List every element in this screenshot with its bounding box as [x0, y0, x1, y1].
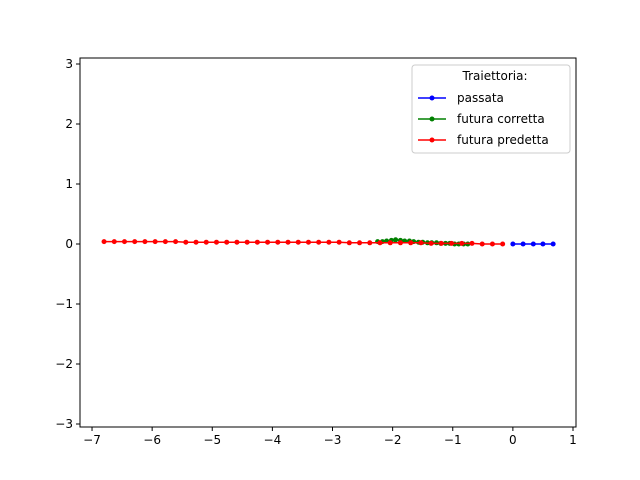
data-point — [459, 240, 465, 246]
legend-swatch-marker-0 — [429, 95, 435, 101]
y-tick-label-1: −2 — [55, 357, 73, 371]
data-point — [203, 239, 209, 245]
data-point — [393, 237, 399, 243]
y-tick-label-0: −3 — [55, 417, 73, 431]
data-point — [316, 239, 322, 245]
data-point — [387, 240, 393, 246]
data-point — [111, 239, 117, 245]
x-tick-label-6: −1 — [444, 433, 462, 447]
x-tick-label-3: −4 — [264, 433, 282, 447]
data-point — [377, 240, 383, 246]
x-tick-label-7: 0 — [509, 433, 517, 447]
data-point — [510, 241, 516, 247]
data-point — [550, 241, 556, 247]
data-point — [295, 239, 301, 245]
data-point — [254, 239, 260, 245]
plot-area — [101, 237, 556, 247]
data-point — [285, 239, 291, 245]
y-tick-label-4: 1 — [65, 177, 73, 191]
x-axis: −7 −6 −5 −4 −3 −2 −1 0 1 — [83, 427, 577, 447]
data-point — [438, 240, 444, 246]
data-point — [224, 239, 230, 245]
y-axis: −3 −2 −1 0 1 2 3 — [55, 57, 80, 431]
plot-frame — [79, 57, 577, 428]
x-tick-label-1: −6 — [143, 433, 161, 447]
data-point — [121, 239, 127, 245]
data-point — [173, 239, 179, 245]
data-point — [428, 240, 434, 246]
data-point — [346, 240, 352, 246]
series-2 — [101, 239, 506, 247]
data-point — [213, 239, 219, 245]
y-tick-label-5: 2 — [65, 117, 73, 131]
x-tick-label-4: −3 — [324, 433, 342, 447]
x-tick-label-5: −2 — [384, 433, 402, 447]
legend-title: Traiettoria: — [462, 69, 528, 83]
data-point — [520, 241, 526, 247]
data-point — [530, 241, 536, 247]
data-point — [367, 240, 373, 246]
legend-swatch-marker-2 — [429, 137, 435, 143]
legend-label-1: futura corretta — [457, 112, 545, 126]
legend-swatch-marker-1 — [429, 116, 435, 122]
data-point — [162, 239, 168, 245]
data-point — [183, 239, 189, 245]
data-point — [397, 240, 403, 246]
data-point — [408, 240, 414, 246]
data-point — [101, 239, 107, 245]
data-point — [132, 239, 138, 245]
data-point — [449, 240, 455, 246]
legend-label-2: futura predetta — [457, 133, 549, 147]
legend: Traiettoria: passata futura corretta futura… — [411, 64, 571, 154]
data-point — [152, 239, 158, 245]
data-point — [479, 241, 485, 247]
data-point — [326, 239, 332, 245]
x-tick-label-0: −7 — [83, 433, 101, 447]
series-line-2 — [104, 240, 503, 245]
data-point — [357, 240, 363, 246]
data-point — [244, 239, 250, 245]
legend-box — [411, 64, 571, 154]
x-tick-label-2: −5 — [203, 433, 221, 447]
data-point — [418, 240, 424, 246]
y-tick-label-6: 3 — [65, 57, 73, 71]
data-point — [540, 241, 546, 247]
data-point — [265, 239, 271, 245]
data-point — [275, 239, 281, 245]
data-point — [305, 239, 311, 245]
data-point — [469, 240, 475, 246]
legend-label-0: passata — [457, 91, 504, 105]
y-tick-label-3: 0 — [65, 237, 73, 251]
data-point — [336, 239, 342, 245]
data-point — [234, 239, 240, 245]
data-point — [142, 239, 148, 245]
y-tick-label-2: −1 — [55, 297, 73, 311]
data-point — [193, 239, 199, 245]
x-tick-label-8: 1 — [569, 433, 577, 447]
data-point — [489, 241, 495, 247]
series-0 — [510, 241, 556, 247]
data-point — [500, 241, 506, 247]
